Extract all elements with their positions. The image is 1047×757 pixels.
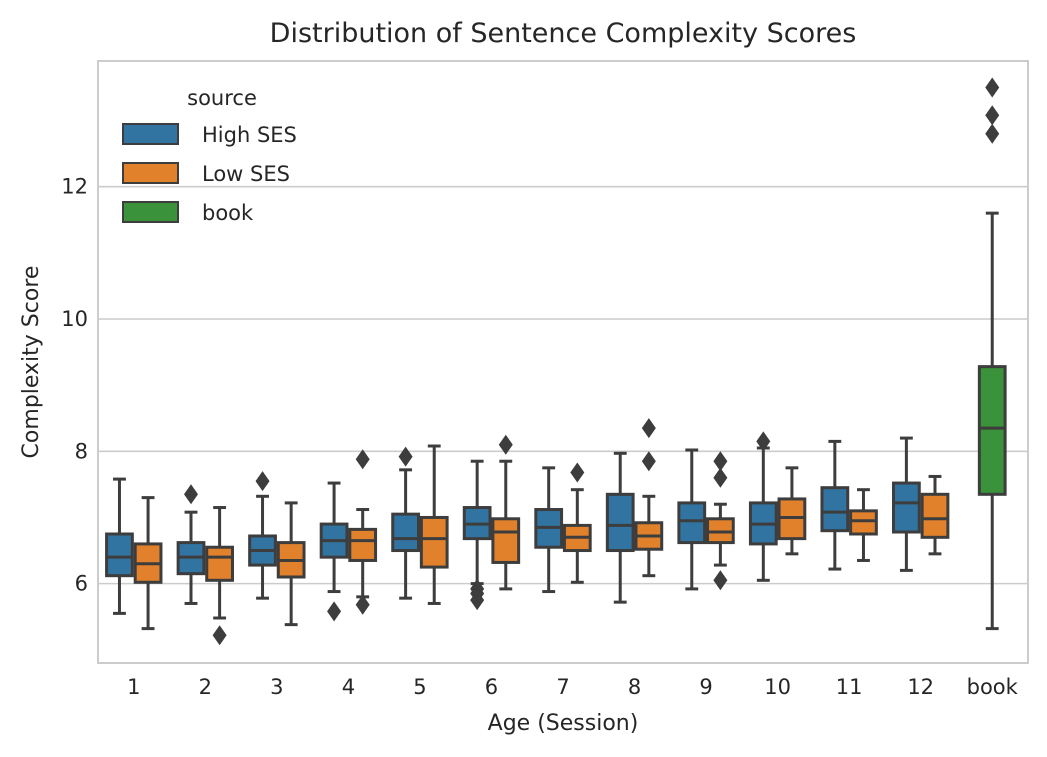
box-low-ses-5	[419, 444, 449, 605]
box-body	[419, 515, 449, 569]
box-low-ses-6	[491, 434, 521, 591]
legend-label-book: book	[202, 201, 254, 225]
legend-swatch-book	[122, 201, 179, 223]
x-tick-label-2: 2	[199, 675, 212, 699]
flier-point	[713, 570, 728, 591]
x-axis-label: Age (Session)	[488, 711, 639, 736]
box-high-ses-2	[176, 484, 206, 605]
box-body	[205, 545, 234, 582]
x-tick-label-7: 7	[556, 675, 569, 699]
box-high-ses-10	[748, 431, 778, 582]
box-body	[391, 512, 420, 553]
flier-point	[985, 123, 1000, 144]
legend-swatch-low-ses	[122, 162, 179, 184]
boxes-group	[105, 77, 1007, 646]
flier-point	[713, 467, 728, 488]
x-tick-label-11: 11	[836, 675, 863, 699]
box-high-ses-3	[248, 471, 277, 600]
legend-label-low-ses: Low SES	[202, 162, 290, 186]
box-high-ses-11	[820, 439, 850, 571]
box-high-ses-8	[605, 451, 635, 604]
x-tick-label-8: 8	[628, 675, 641, 699]
box-low-ses-1	[133, 496, 163, 631]
flier-point	[756, 431, 771, 452]
y-tick-label-6: 6	[75, 572, 88, 596]
flier-point	[212, 625, 227, 646]
box-high-ses-1	[105, 477, 134, 615]
flier-point	[470, 578, 485, 599]
flier-point	[985, 105, 1000, 126]
x-tick-label-5: 5	[413, 675, 426, 699]
y-tick-label-12: 12	[61, 175, 88, 199]
y-tick-label-8: 8	[75, 439, 88, 463]
flier-point	[398, 446, 413, 467]
box-body	[105, 532, 134, 578]
box-book-book	[977, 77, 1007, 631]
box-low-ses-8	[634, 418, 664, 578]
box-low-ses-9	[706, 451, 735, 591]
x-tick-label-9: 9	[699, 675, 712, 699]
legend-swatch-high-ses	[122, 123, 179, 145]
flier-point	[255, 471, 270, 492]
box-body	[920, 492, 950, 539]
box-low-ses-12	[920, 474, 950, 556]
box-low-ses-7	[562, 462, 592, 584]
box-low-ses-2	[205, 506, 234, 646]
flier-point	[498, 434, 513, 455]
x-tick-label-3: 3	[270, 675, 283, 699]
box-body	[892, 481, 921, 534]
gridlines	[98, 185, 1028, 585]
chart-title: Distribution of Sentence Complexity Scor…	[270, 18, 857, 49]
box-body	[977, 365, 1007, 496]
flier-point	[985, 77, 1000, 98]
legend-title: source	[187, 86, 257, 110]
plot-area	[97, 60, 1029, 664]
box-high-ses-5	[391, 446, 420, 600]
flier-point	[570, 462, 585, 483]
box-low-ses-10	[777, 466, 807, 556]
x-tick-label-1: 1	[127, 675, 140, 699]
box-high-ses-4	[319, 481, 349, 622]
flier-point	[355, 449, 370, 470]
box-body	[820, 486, 850, 533]
box-body	[849, 509, 878, 536]
y-axis-label: Complexity Score	[19, 266, 44, 459]
x-tick-label-6: 6	[485, 675, 498, 699]
box-body	[605, 492, 635, 553]
box-body	[491, 517, 521, 564]
flier-point	[355, 594, 370, 615]
y-axis-ticks: 6 8 10 12	[61, 175, 88, 596]
flier-point	[713, 451, 728, 472]
x-axis-ticks: 1 2 3 4 5 6 7 8 9 10 11 12 book	[127, 675, 1019, 699]
box-low-ses-11	[849, 488, 878, 562]
x-tick-label-10: 10	[764, 675, 791, 699]
box-body	[348, 527, 378, 562]
flier-point	[641, 418, 656, 439]
y-tick-label-10: 10	[61, 307, 88, 331]
x-tick-label-12: 12	[907, 675, 934, 699]
box-high-ses-12	[892, 436, 921, 572]
legend: source High SES Low SES book	[122, 86, 297, 225]
flier-point	[184, 484, 198, 505]
box-low-ses-3	[276, 501, 306, 627]
box-high-ses-6	[462, 459, 492, 611]
box-high-ses-7	[534, 466, 564, 594]
legend-label-high-ses: High SES	[202, 123, 297, 147]
flier-point	[641, 451, 656, 472]
box-low-ses-4	[348, 449, 378, 615]
box-body	[677, 501, 707, 545]
x-tick-label-book: book	[967, 675, 1019, 699]
flier-point	[327, 601, 342, 622]
x-tick-label-4: 4	[342, 675, 355, 699]
box-high-ses-9	[677, 448, 707, 591]
